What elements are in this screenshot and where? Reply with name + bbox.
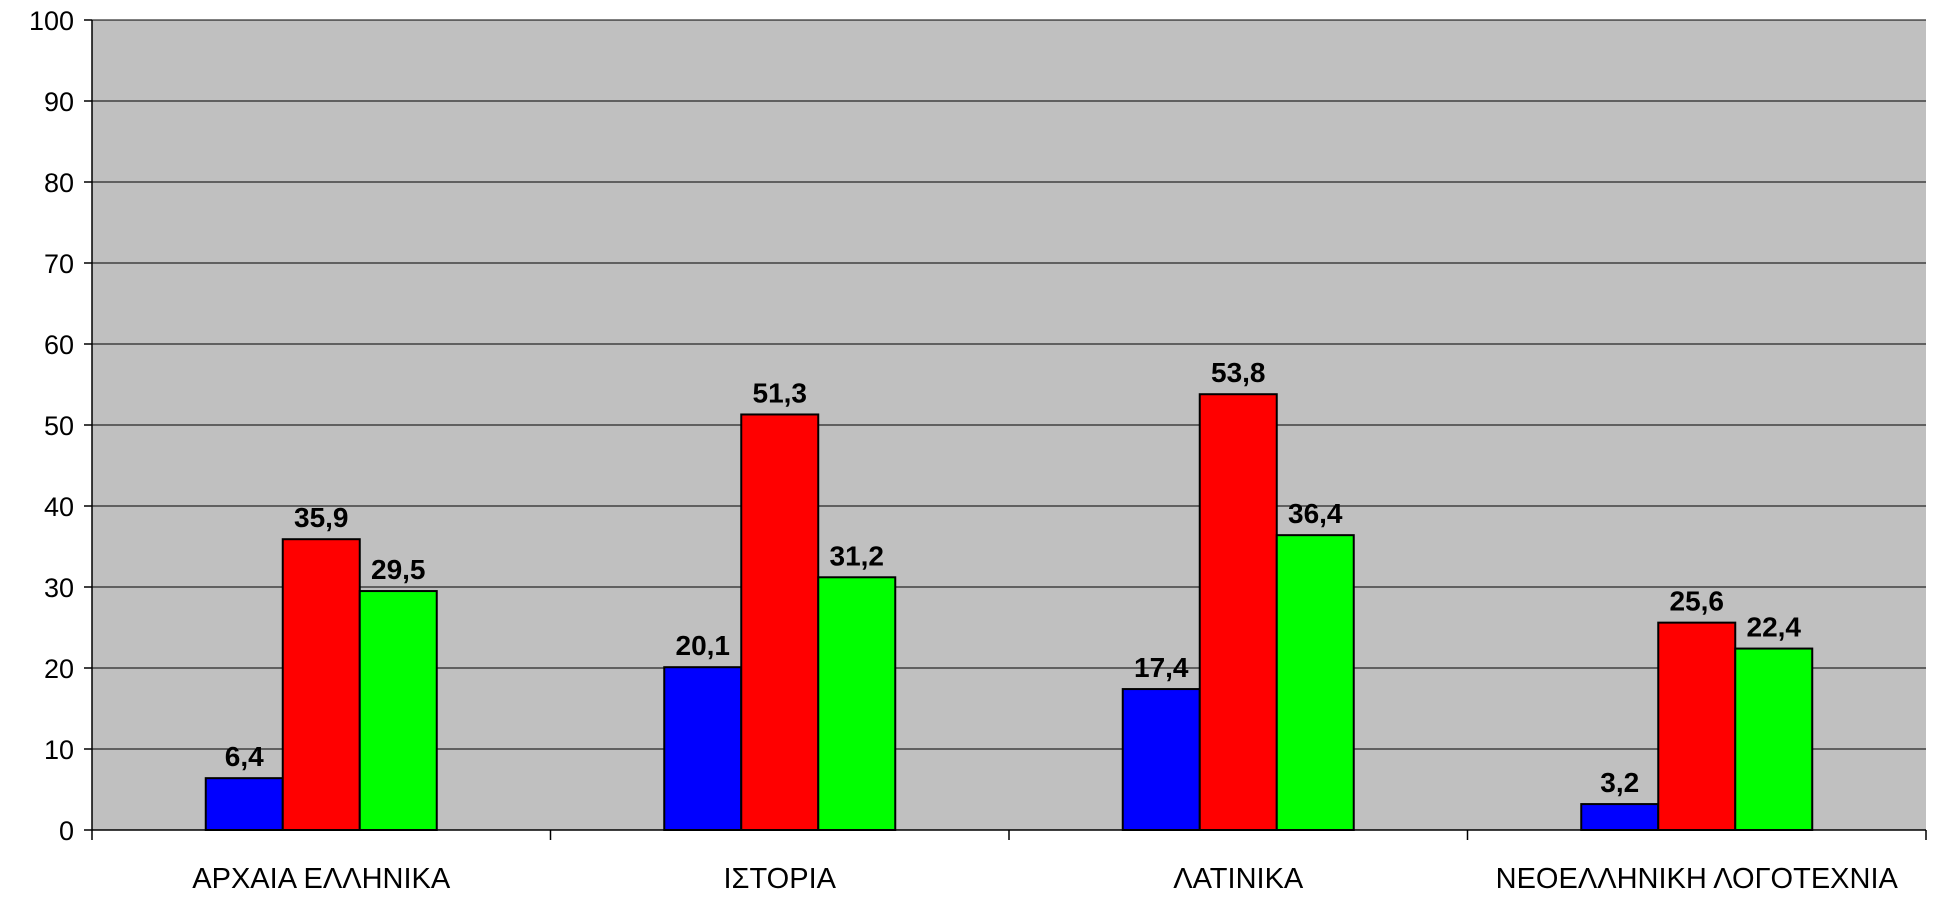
bar: [1734, 647, 1814, 831]
y-tick-label: 100: [29, 6, 74, 36]
bar: [1657, 621, 1737, 832]
y-tick-label: 60: [44, 330, 74, 360]
y-tick-label: 70: [44, 249, 74, 279]
data-label: 29,5: [371, 554, 426, 585]
y-tick-label: 20: [44, 654, 74, 684]
data-label: 20,1: [676, 630, 731, 661]
data-label: 22,4: [1747, 612, 1802, 643]
data-label: 53,8: [1211, 357, 1266, 388]
y-tick-label: 80: [44, 168, 74, 198]
bar: [358, 590, 438, 831]
y-tick-label: 50: [44, 411, 74, 441]
bar: [1198, 393, 1278, 831]
bar: [663, 666, 743, 831]
data-label: 36,4: [1288, 498, 1343, 529]
data-label: 17,4: [1134, 652, 1189, 683]
bar: [740, 413, 820, 831]
bars: [204, 393, 1814, 832]
x-category-label: ΑΡΧΑΙΑ ΕΛΛΗΝΙΚΑ: [192, 863, 451, 894]
y-tick-label: 10: [44, 735, 74, 765]
y-tick-label: 40: [44, 492, 74, 522]
data-label: 35,9: [294, 502, 349, 533]
x-category-label: ΝΕΟΕΛΛΗΝΙΚΗ ΛΟΓΟΤΕΧΝΙΑ: [1496, 863, 1899, 894]
x-category-label: ΙΣΤΟΡΙΑ: [724, 863, 837, 894]
bar: [817, 576, 897, 832]
axes: 0 10 20 30 40 50 60 70 80 90 100 ΑΡΧΑΙΑ ΕΛΛΗΝΙΚΑ ΙΣΤ…: [29, 6, 1927, 895]
y-tick-label: 0: [59, 816, 74, 846]
bar: [204, 777, 284, 831]
bar: [1580, 803, 1660, 832]
data-label: 25,6: [1670, 586, 1725, 617]
data-label: 51,3: [753, 377, 808, 408]
data-label: 3,2: [1600, 767, 1639, 798]
data-label: 6,4: [225, 741, 264, 772]
bar: [281, 538, 361, 832]
y-tick-label: 30: [44, 573, 74, 603]
y-tick-label: 90: [44, 87, 74, 117]
data-label: 31,2: [830, 540, 885, 571]
bar: [1121, 688, 1201, 831]
bar: [1275, 534, 1355, 831]
data-labels: 6,4 35,9 29,5 20,1 51,3 31,2 17,4 53,8 36,4 3,2 25…: [225, 357, 1802, 798]
x-category-label: ΛΑΤΙΝΙΚΑ: [1173, 863, 1304, 894]
